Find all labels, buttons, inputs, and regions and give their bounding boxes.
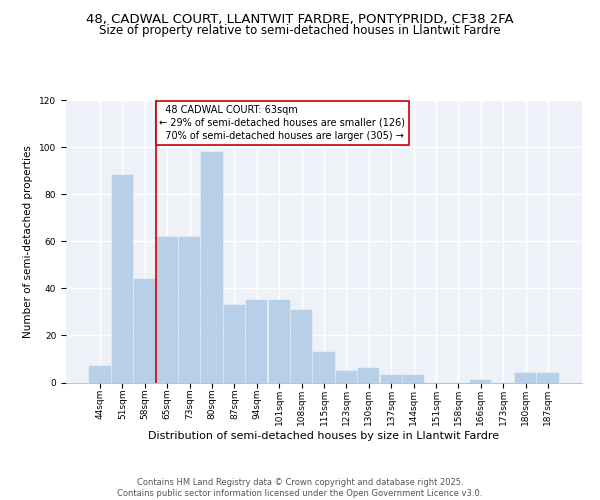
Bar (89, 366, 111, 382)
Text: Contains HM Land Registry data © Crown copyright and database right 2025.
Contai: Contains HM Land Registry data © Crown c… (118, 478, 482, 498)
Text: 48, CADWAL COURT, LLANTWIT FARDRE, PONTYPRIDD, CF38 2FA: 48, CADWAL COURT, LLANTWIT FARDRE, PONTY… (86, 12, 514, 26)
Bar (269, 300, 290, 382)
Bar (537, 373, 559, 382)
Bar (179, 236, 200, 382)
Bar (313, 352, 335, 382)
Bar (470, 380, 491, 382)
Bar (202, 152, 223, 382)
Bar (358, 368, 379, 382)
Bar (224, 305, 245, 382)
Y-axis label: Number of semi-detached properties: Number of semi-detached properties (23, 145, 34, 338)
Bar (246, 300, 268, 382)
Bar (403, 376, 424, 382)
Bar (291, 310, 312, 382)
X-axis label: Distribution of semi-detached houses by size in Llantwit Fardre: Distribution of semi-detached houses by … (148, 430, 500, 440)
Bar (157, 236, 178, 382)
Bar (515, 373, 536, 382)
Bar (336, 370, 357, 382)
Bar (380, 376, 402, 382)
Text: 48 CADWAL COURT: 63sqm
← 29% of semi-detached houses are smaller (126)
  70% of : 48 CADWAL COURT: 63sqm ← 29% of semi-det… (160, 104, 406, 141)
Text: Size of property relative to semi-detached houses in Llantwit Fardre: Size of property relative to semi-detach… (99, 24, 501, 37)
Bar (112, 176, 133, 382)
Bar (134, 279, 155, 382)
